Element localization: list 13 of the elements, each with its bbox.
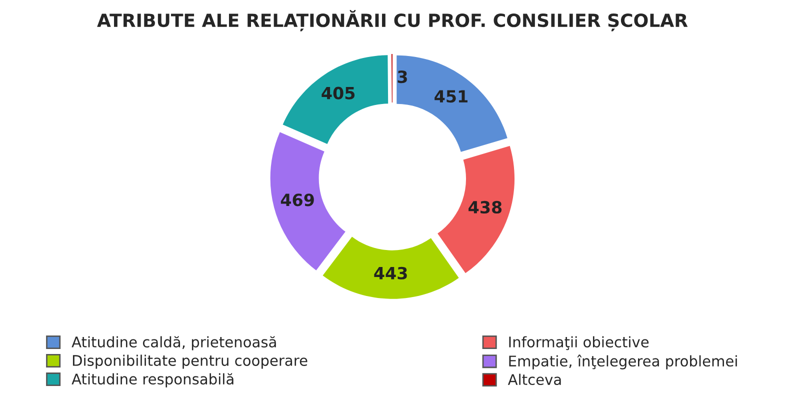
legend-label: Informaţii obiective <box>509 336 649 350</box>
legend-label: Altceva <box>508 374 561 386</box>
data-label: 405 <box>322 86 355 100</box>
legend-label: Disponibilitate pentru cooperare <box>72 354 308 369</box>
data-label: 443 <box>374 266 407 280</box>
legend-label: Atitudine responsabilă <box>72 373 234 388</box>
legend-label: Atitudine caldă, prietenoasă <box>72 336 276 350</box>
chart-title: ATRIBUTE ALE RELAȚIONĂRII CU PROF. CONSILIER ȘCOLAR <box>97 10 688 32</box>
data-label: 469 <box>280 194 314 206</box>
data-label: 438 <box>468 200 502 214</box>
legend-label: Empatie, înţelegerea problemei <box>509 354 737 370</box>
data-label: 3 <box>398 70 407 84</box>
data-label: 451 <box>434 90 468 103</box>
